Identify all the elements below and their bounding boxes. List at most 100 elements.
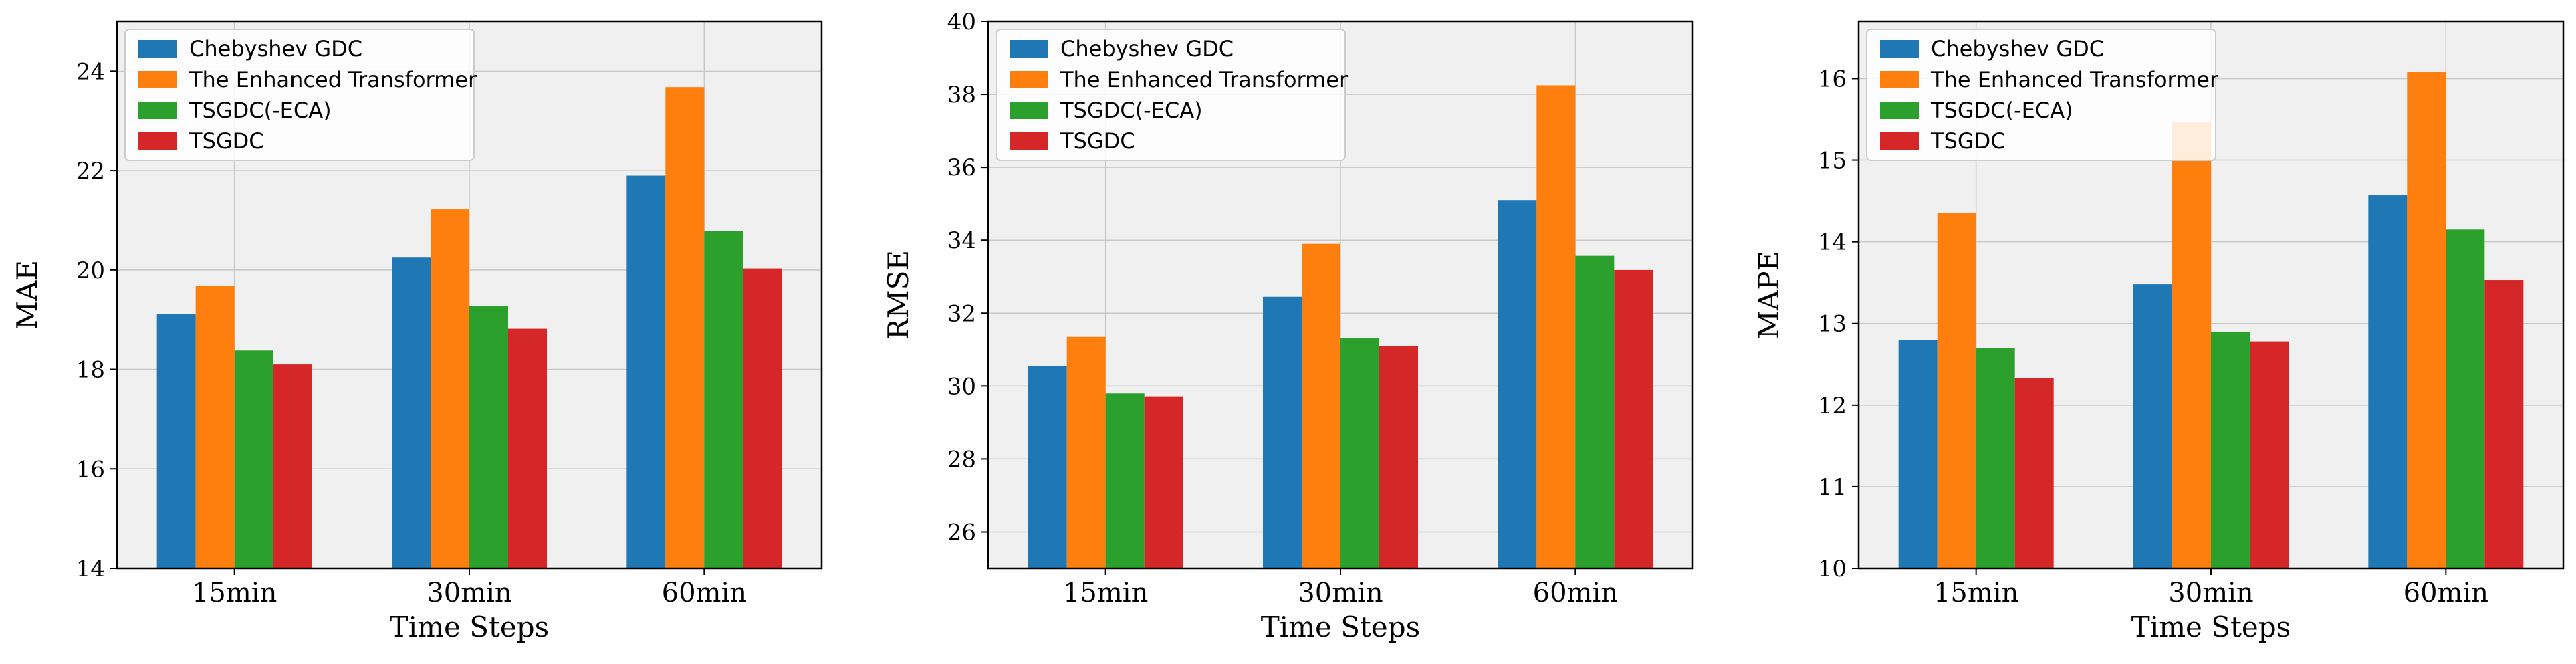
bar-the-enhanced-transformer-15min [1937, 213, 1976, 568]
bar-tsgdc-eca--15min [1105, 393, 1145, 568]
bar-tsgdc-eca--15min [234, 350, 273, 568]
y-tick-label: 28 [947, 446, 976, 473]
legend-label: TSGDC [1930, 128, 2006, 154]
legend-swatch [138, 40, 177, 58]
bar-the-enhanced-transformer-60min [1536, 85, 1576, 568]
bar-chebyshev-gdc-15min [156, 314, 196, 568]
bar-the-enhanced-transformer-60min [665, 87, 705, 568]
y-tick-label: 34 [947, 227, 976, 254]
y-tick-label: 30 [947, 373, 976, 400]
bar-tsgdc-eca--30min [1340, 338, 1379, 568]
y-tick-label: 10 [1818, 556, 1847, 582]
legend-box [996, 29, 1346, 161]
x-tick-label: 15min [192, 578, 277, 608]
bar-the-enhanced-transformer-60min [2407, 72, 2446, 569]
chart-rmse: 26 28 30 32 34 36 38 40 15min 30min 60min Time Step… [882, 9, 1694, 643]
bar-the-enhanced-transformer-15min [1066, 336, 1106, 568]
y-tick-label: 40 [947, 9, 976, 35]
y-tick-label: 14 [1818, 229, 1847, 256]
y-tick-label: 36 [947, 154, 976, 181]
legend-label: TSGDC [1060, 128, 1135, 154]
bar-chebyshev-gdc-60min [1498, 200, 1537, 568]
chart-mape: 10 11 12 13 14 15 16 15min 30min 60min Time Steps M… [1752, 20, 2565, 643]
x-tick-label: 60min [1533, 578, 1618, 608]
x-tick-label: 30min [1298, 578, 1383, 608]
bar-tsgdc-eca--60min [2446, 229, 2485, 568]
legend-label: Chebyshev GDC [1060, 36, 1234, 62]
legend-swatch [1010, 40, 1048, 58]
legend-swatch [138, 132, 177, 150]
legend-label: TSGDC(-ECA) [1060, 98, 1203, 123]
bar-tsgdc-15min [2014, 378, 2054, 568]
legend-label: TSGDC(-ECA) [1930, 98, 2073, 123]
legend-label: The Enhanced Transformer [1060, 67, 1349, 92]
legend-swatch [1010, 132, 1048, 150]
y-tick-label: 20 [76, 257, 105, 284]
y-tick-label: 22 [76, 158, 105, 185]
legend-box [124, 29, 475, 161]
y-tick-label: 14 [76, 556, 105, 582]
bar-tsgdc-60min [2484, 280, 2524, 568]
legend: Chebyshev GDC The Enhanced Transformer TSG… [124, 29, 477, 161]
y-tick-label: 16 [1818, 66, 1847, 92]
y-tick-label: 26 [947, 519, 976, 546]
legend-swatch [1010, 71, 1048, 88]
legend: Chebyshev GDC The Enhanced Transformer TSG… [996, 29, 1349, 161]
bar-tsgdc-eca--30min [469, 306, 508, 568]
bar-tsgdc-15min [273, 364, 312, 568]
legend-swatch [138, 102, 177, 119]
x-tick-label: 30min [427, 578, 511, 608]
legend-swatch [138, 71, 177, 88]
x-axis-label: Time Steps [2131, 611, 2291, 643]
bar-tsgdc-eca--15min [1976, 348, 2015, 568]
x-axis-label: Time Steps [390, 611, 549, 643]
bar-chebyshev-gdc-15min [1028, 366, 1067, 568]
legend-label: The Enhanced Transformer [189, 67, 477, 92]
legend: Chebyshev GDC The Enhanced Transformer TSG… [1866, 29, 2219, 161]
bar-tsgdc-eca--60min [704, 231, 743, 568]
legend-swatch [1010, 102, 1048, 119]
x-axis-label: Time Steps [1261, 611, 1420, 643]
chart-mae: 14 16 18 20 22 24 15min 30min 60min Time Steps MAE… [11, 20, 823, 643]
x-tick-label: 60min [662, 578, 747, 608]
legend-box [1866, 29, 2216, 161]
bar-tsgdc-30min [2250, 341, 2289, 568]
bar-chebyshev-gdc-15min [1898, 340, 1938, 568]
bar-the-enhanced-transformer-15min [195, 286, 235, 568]
bar-tsgdc-60min [1614, 269, 1653, 568]
legend-swatch [1880, 71, 1919, 88]
y-tick-label: 18 [76, 357, 105, 384]
y-tick-label: 38 [947, 82, 976, 108]
y-tick-label: 16 [76, 456, 105, 483]
bar-chebyshev-gdc-60min [626, 175, 666, 568]
bar-chebyshev-gdc-30min [392, 257, 431, 568]
legend-swatch [1880, 102, 1919, 119]
x-tick-label: 30min [2168, 578, 2253, 608]
y-axis-label: MAE [11, 260, 43, 330]
legend-label: TSGDC [189, 128, 264, 154]
legend-swatch [1880, 40, 1919, 58]
legend-label: The Enhanced Transformer [1930, 67, 2219, 92]
bar-tsgdc-60min [743, 268, 782, 568]
bar-chebyshev-gdc-30min [1263, 296, 1302, 568]
bar-tsgdc-15min [1144, 396, 1183, 568]
bar-the-enhanced-transformer-30min [431, 209, 469, 568]
y-tick-label: 15 [1818, 148, 1847, 175]
legend-label: Chebyshev GDC [1931, 36, 2104, 62]
bar-tsgdc-30min [508, 328, 547, 568]
bar-tsgdc-eca--60min [1575, 255, 1615, 568]
legend-swatch [1880, 132, 1919, 150]
y-axis-label: RMSE [882, 250, 915, 340]
bar-the-enhanced-transformer-30min [1302, 243, 1340, 568]
y-axis-label: MAPE [1752, 251, 1785, 339]
x-tick-label: 60min [2404, 578, 2488, 608]
bar-tsgdc-30min [1379, 346, 1418, 568]
legend-label: Chebyshev GDC [189, 36, 362, 62]
bar-chebyshev-gdc-30min [2133, 284, 2172, 568]
bar-the-enhanced-transformer-30min [2172, 122, 2211, 568]
y-tick-label: 13 [1818, 311, 1847, 338]
y-tick-label: 11 [1818, 474, 1847, 501]
y-tick-label: 32 [947, 300, 976, 327]
y-tick-label: 12 [1818, 393, 1847, 419]
